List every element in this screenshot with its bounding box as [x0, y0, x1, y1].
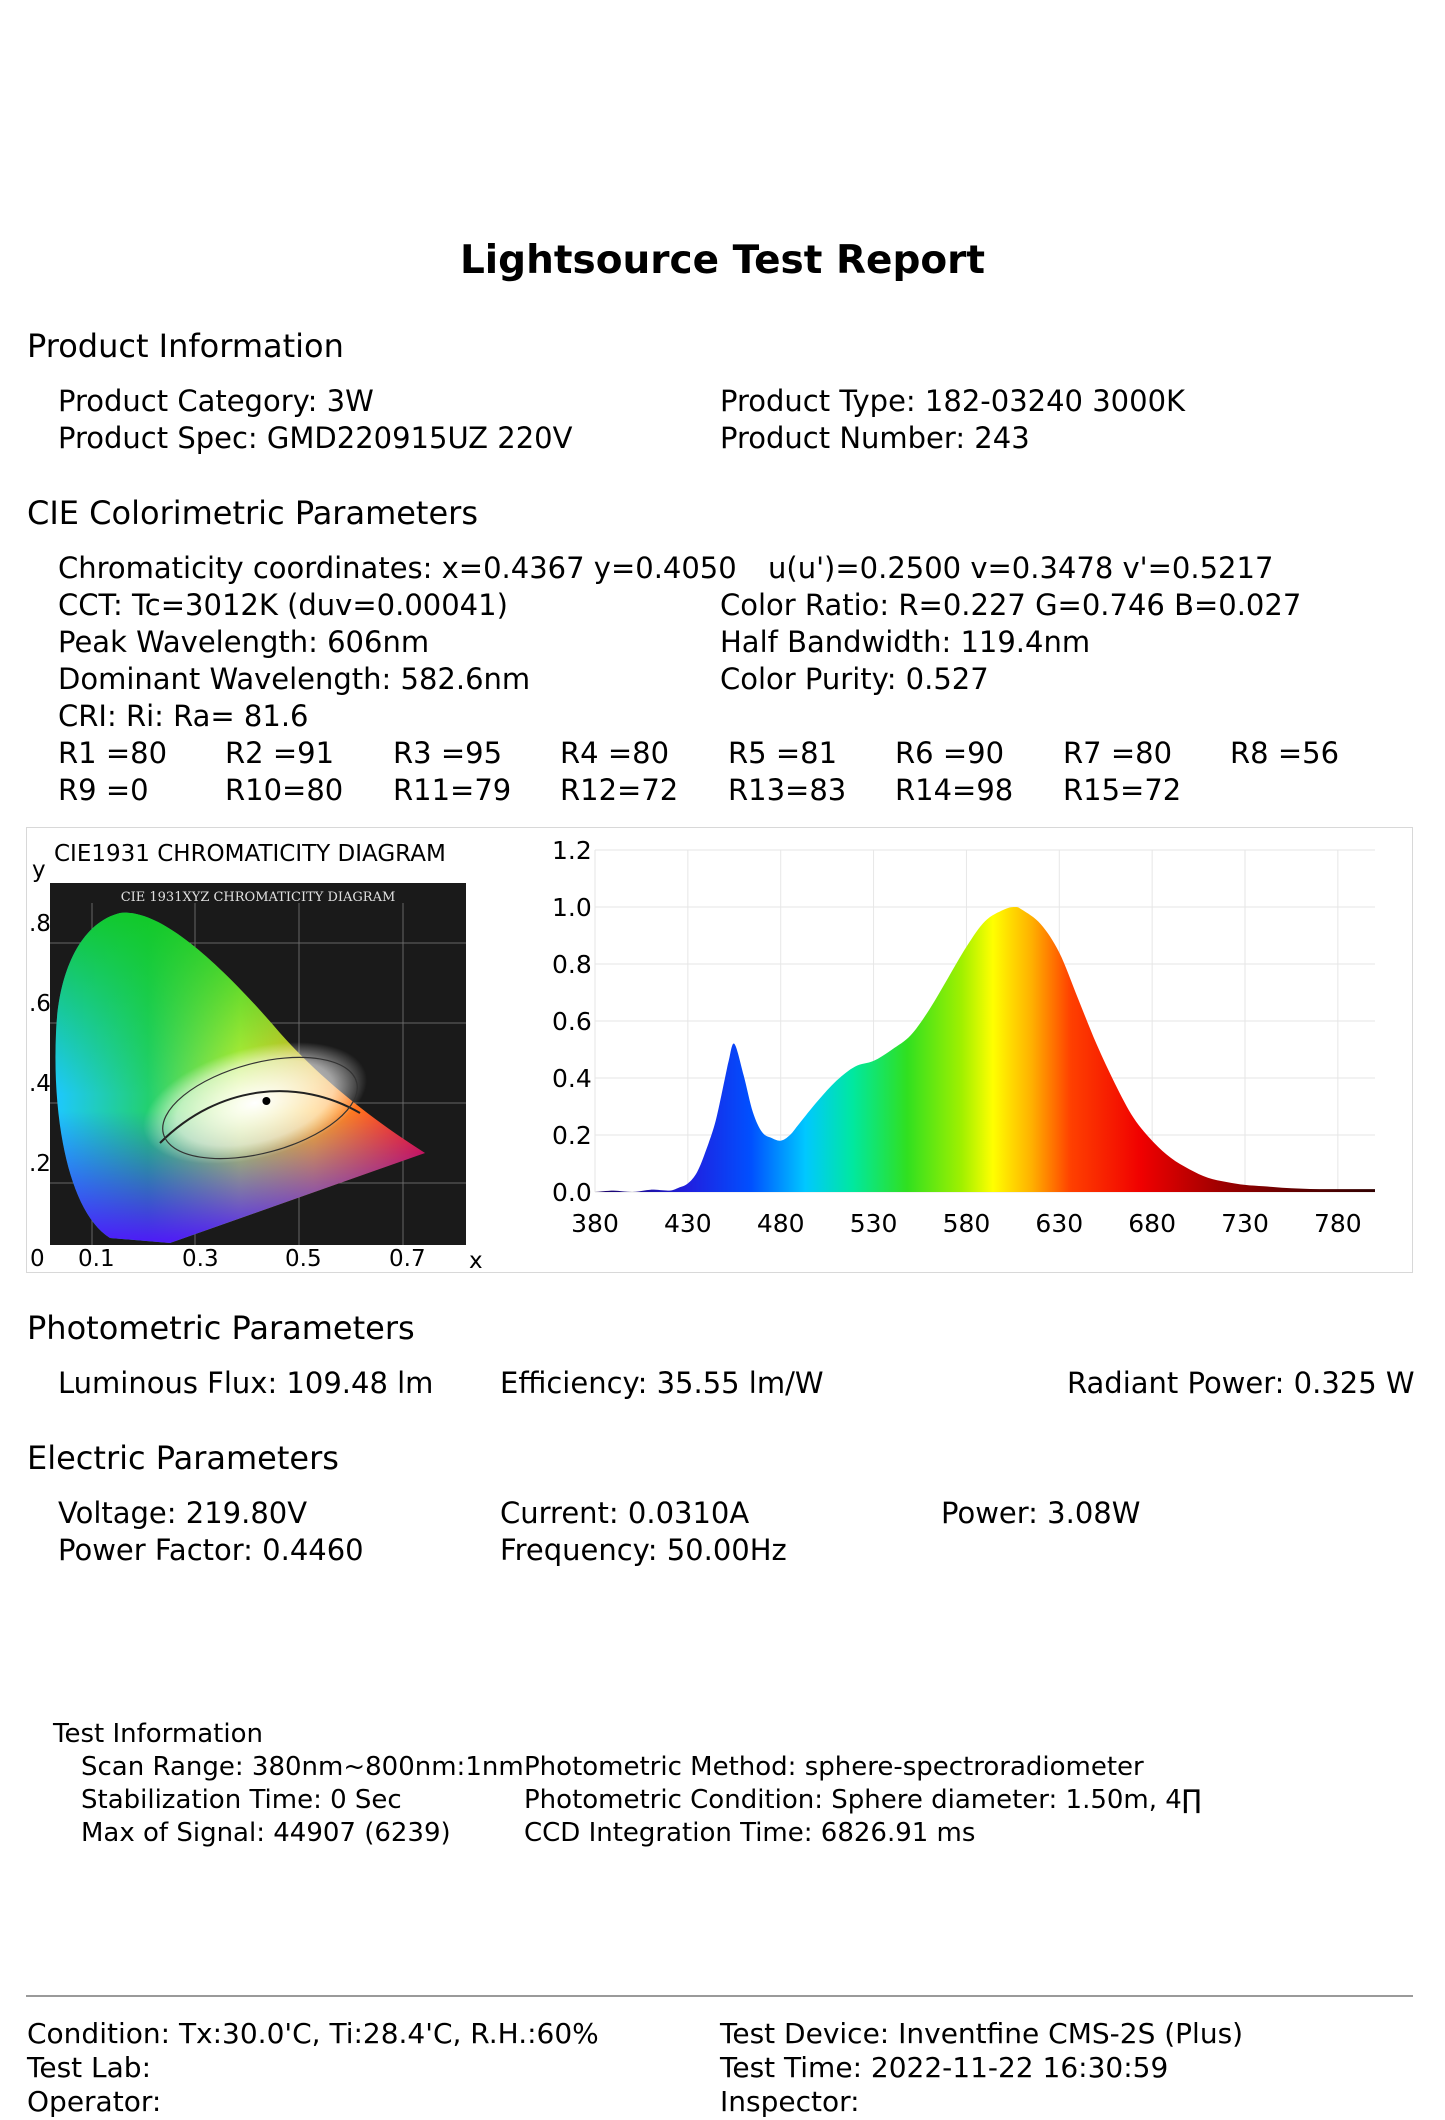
radiant-power: Radiant Power: 0.325 W [1067, 1366, 1415, 1400]
r-value: R10=80 [225, 773, 344, 807]
cie-diagram-caption: CIE1931 CHROMATICITY DIAGRAM [54, 841, 446, 867]
cie-x-tick: 0.1 [78, 1246, 115, 1272]
current: Current: 0.0310A [500, 1496, 750, 1530]
r-value: R1 =80 [58, 736, 168, 770]
product-spec: Product Spec: GMD220915UZ 220V [58, 421, 573, 455]
test-condition: Condition: Tx:30.0'C, Ti:28.4'C, R.H.:60… [27, 2017, 599, 2050]
x-tick-label: 480 [757, 1209, 805, 1238]
r-value: R8 =56 [1230, 736, 1340, 770]
r-value: R6 =90 [895, 736, 1005, 770]
photometric-heading: Photometric Parameters [27, 1309, 415, 1347]
stabilization-time: Stabilization Time: 0 Sec [81, 1785, 402, 1815]
cie-x-tick: 0 [30, 1246, 45, 1272]
electric-heading: Electric Parameters [27, 1439, 339, 1477]
r-value: R2 =91 [225, 736, 335, 770]
chromaticity-coordinates: Chromaticity coordinates: x=0.4367 y=0.4… [58, 551, 737, 585]
cri-value: CRI: Ri: Ra= 81.6 [58, 699, 309, 733]
x-tick-label: 530 [850, 1209, 898, 1238]
y-tick-label: 0.6 [552, 1007, 592, 1036]
spectrum-chart: 1.2 1.0 0.8 0.6 0.4 0.2 0.0 380 430 480 530 580 630… [552, 836, 1375, 1238]
photometric-condition: Photometric Condition: Sphere diameter: … [524, 1785, 1202, 1815]
efficiency: Efficiency: 35.55 lm/W [500, 1366, 824, 1400]
test-device: Test Device: Inventfine CMS-2S (Plus) [720, 2017, 1244, 2050]
scan-range: Scan Range: 380nm~800nm:1nm [81, 1752, 524, 1782]
y-tick-label: 0.0 [552, 1178, 592, 1207]
peak-wavelength: Peak Wavelength: 606nm [58, 625, 430, 659]
product-number: Product Number: 243 [720, 421, 1030, 455]
x-tick-label: 780 [1314, 1209, 1362, 1238]
x-tick-label: 430 [664, 1209, 712, 1238]
r-value: R4 =80 [560, 736, 670, 770]
y-tick-label: 0.4 [552, 1064, 592, 1093]
spectrum-y-ticks: 1.2 1.0 0.8 0.6 0.4 0.2 0.0 [552, 836, 592, 1207]
x-tick-label: 380 [571, 1209, 619, 1238]
power-factor: Power Factor: 0.4460 [58, 1533, 364, 1567]
test-info-heading: Test Information [53, 1719, 263, 1749]
voltage: Voltage: 219.80V [58, 1496, 308, 1530]
max-signal: Max of Signal: 44907 (6239) [81, 1818, 451, 1848]
spectrum-x-ticks: 380 430 480 530 580 630 680 730 780 [571, 1209, 1362, 1238]
spectrum-area [595, 907, 1375, 1192]
uv-coordinates: u(u')=0.2500 v=0.3478 v'=0.5217 [768, 551, 1274, 585]
r-value: R13=83 [728, 773, 847, 807]
half-bandwidth: Half Bandwidth: 119.4nm [720, 625, 1091, 659]
r-value: R9 =0 [58, 773, 149, 807]
cie-x-axis-label: x [469, 1248, 483, 1274]
photometric-method: Photometric Method: sphere-spectroradiom… [524, 1752, 1144, 1782]
y-tick-label: 1.0 [552, 893, 592, 922]
r-value: R5 =81 [728, 736, 838, 770]
cie-y-tick: .8 [29, 911, 51, 937]
cie-heading: CIE Colorimetric Parameters [27, 494, 478, 532]
test-lab: Test Lab: [27, 2051, 152, 2084]
cie-x-tick: 0.5 [285, 1246, 322, 1272]
cie-y-tick: .4 [29, 1071, 51, 1097]
planckian-locus [159, 1090, 361, 1144]
product-info-heading: Product Information [27, 327, 344, 365]
cie-measured-point [262, 1097, 271, 1105]
color-ratio: Color Ratio: R=0.227 G=0.746 B=0.027 [720, 588, 1302, 622]
r-value: R12=72 [560, 773, 679, 807]
x-tick-label: 630 [1035, 1209, 1083, 1238]
cie-inner-title: CIE 1931XYZ CHROMATICITY DIAGRAM [121, 890, 396, 905]
r-value: R15=72 [1063, 773, 1182, 807]
cct-value: CCT: Tc=3012K (duv=0.00041) [58, 588, 508, 622]
chart-panel [26, 827, 1413, 1273]
cie-y-tick: .6 [29, 991, 51, 1017]
product-category: Product Category: 3W [58, 384, 374, 418]
operator: Operator: [27, 2085, 162, 2118]
y-tick-label: 1.2 [552, 836, 592, 865]
x-tick-label: 680 [1128, 1209, 1176, 1238]
color-purity: Color Purity: 0.527 [720, 662, 989, 696]
r-value: R3 =95 [393, 736, 503, 770]
product-type: Product Type: 182-03240 3000K [720, 384, 1186, 418]
y-tick-label: 0.2 [552, 1121, 592, 1150]
dominant-wavelength: Dominant Wavelength: 582.6nm [58, 662, 531, 696]
r-value: R14=98 [895, 773, 1014, 807]
y-tick-label: 0.8 [552, 950, 592, 979]
r-value: R11=79 [393, 773, 512, 807]
cie-chromaticity-image: CIE 1931XYZ CHROMATICITY DIAGRAM [50, 883, 466, 1245]
footer-divider [26, 1995, 1413, 1997]
ccd-integration-time: CCD Integration Time: 6826.91 ms [524, 1818, 976, 1848]
test-time: Test Time: 2022-11-22 16:30:59 [720, 2051, 1169, 2084]
r-value: R7 =80 [1063, 736, 1173, 770]
power: Power: 3.08W [941, 1496, 1141, 1530]
frequency: Frequency: 50.00Hz [500, 1533, 787, 1567]
cie-y-axis-label: y [32, 857, 46, 883]
cie-x-tick: 0.7 [389, 1246, 426, 1272]
luminous-flux: Luminous Flux: 109.48 lm [58, 1366, 434, 1400]
cie-x-tick: 0.3 [182, 1246, 219, 1272]
report-title: Lightsource Test Report [459, 238, 986, 283]
x-tick-label: 730 [1221, 1209, 1269, 1238]
x-tick-label: 580 [943, 1209, 991, 1238]
cie-white-region [143, 1042, 367, 1164]
inspector: Inspector: [720, 2085, 860, 2118]
cie-y-tick: .2 [29, 1151, 51, 1177]
